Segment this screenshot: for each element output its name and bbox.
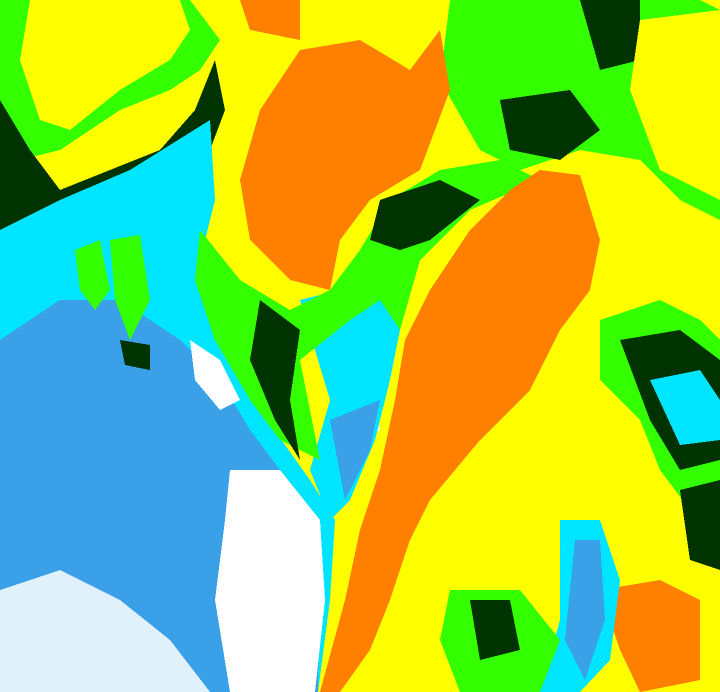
- orange-region: [320, 170, 600, 692]
- dark-green-edge: [250, 300, 300, 460]
- dark-green-edge: [500, 90, 600, 160]
- dark-green-edge: [680, 480, 720, 570]
- yellow-region: [630, 10, 720, 200]
- yellow-region: [20, 0, 190, 130]
- green-region: [110, 235, 150, 340]
- dark-green-edge: [370, 180, 480, 250]
- dark-green-edge: [120, 340, 150, 370]
- blue-region: [330, 400, 380, 500]
- white-region: [190, 340, 240, 410]
- orange-region: [240, 0, 300, 40]
- dark-green-edge: [470, 600, 520, 660]
- cyan-region: [650, 370, 720, 445]
- blue-region: [565, 540, 605, 680]
- orange-region: [600, 580, 700, 692]
- white-region: [215, 470, 325, 692]
- dark-green-edge: [580, 0, 640, 70]
- orange-region: [240, 30, 450, 290]
- green-region: [75, 240, 110, 310]
- white-region: [0, 570, 210, 692]
